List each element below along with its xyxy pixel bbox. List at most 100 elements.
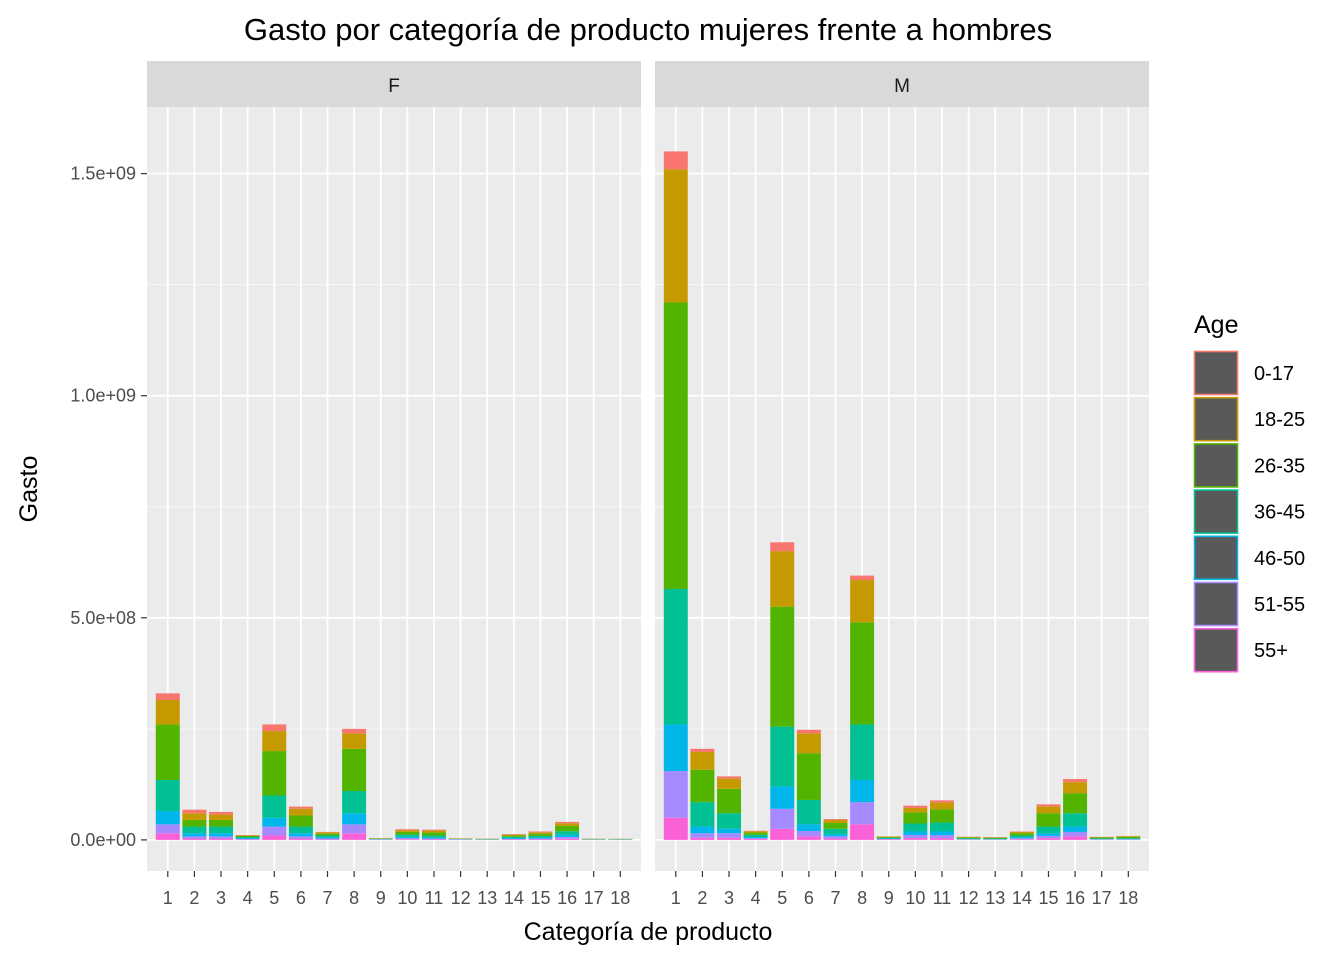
bar-m-cat4-26-35 <box>743 832 768 835</box>
bar-f-cat16-26-35 <box>555 825 580 832</box>
bar-f-cat15-46-50 <box>528 837 553 839</box>
bar-m-cat14-36-45 <box>1009 835 1034 838</box>
panel-strip <box>655 61 1149 107</box>
bar-m-cat2-36-45 <box>690 802 715 827</box>
x-tick-label: 14 <box>1012 888 1032 908</box>
bar-m-cat6-36-45 <box>796 799 821 825</box>
bar-f-cat5-26-35 <box>262 751 287 796</box>
legend-key-46-50 <box>1193 535 1239 581</box>
bar-f-cat15-36-45 <box>528 835 553 838</box>
x-tick-label: 9 <box>376 888 386 908</box>
bar-f-cat3-46-50 <box>209 833 233 837</box>
legend-label: 18-25 <box>1254 409 1305 431</box>
x-tick-label: 5 <box>269 888 279 908</box>
bar-f-cat6-18-25 <box>288 808 313 816</box>
bar-f-cat16-46-50 <box>555 834 580 838</box>
x-tick-label: 6 <box>804 888 814 908</box>
bar-m-cat12-36-45 <box>956 838 981 839</box>
bar-f-cat7-18-25 <box>315 832 340 834</box>
bar-f-cat2-51-55 <box>182 836 207 839</box>
strip-label-f: F <box>388 76 400 97</box>
bar-f-cat11-26-35 <box>422 832 446 836</box>
bar-m-cat16-26-35 <box>1063 793 1088 814</box>
bar-f-cat2-18-25 <box>182 813 207 820</box>
x-tick-label: 8 <box>857 888 867 908</box>
bar-m-cat17-26-35 <box>1089 837 1114 839</box>
bar-m-cat11-51-55 <box>930 835 954 839</box>
legend-title: Age <box>1194 311 1238 339</box>
x-tick-label: 6 <box>296 888 306 908</box>
bar-f-cat3-51-55 <box>209 836 233 839</box>
panel-background <box>655 107 1149 871</box>
bar-f-cat7-51-55 <box>315 838 340 840</box>
bar-m-cat13-26-35 <box>983 837 1008 839</box>
bar-m-cat5-55+ <box>770 828 795 840</box>
bar-m-cat14-18-25 <box>1009 831 1034 834</box>
bar-m-cat13-36-45 <box>983 838 1008 840</box>
x-tick-label: 11 <box>425 888 444 908</box>
bar-m-cat6-0-17 <box>796 729 821 734</box>
bar-f-cat16-36-45 <box>555 831 580 835</box>
bar-m-cat10-51-55 <box>903 835 928 839</box>
x-tick-label: 12 <box>451 888 471 908</box>
bar-m-cat1-51-55 <box>663 771 688 818</box>
bar-m-cat11-46-50 <box>930 831 954 836</box>
bar-m-cat3-55+ <box>717 837 741 840</box>
x-tick-label: 2 <box>697 888 707 908</box>
bar-f-cat11-36-45 <box>422 835 446 838</box>
bar-m-cat7-26-35 <box>823 823 848 829</box>
bar-f-cat1-51-55 <box>155 824 180 834</box>
bar-m-cat1-0-17 <box>663 151 688 170</box>
bar-f-cat16-51-55 <box>555 837 580 839</box>
bar-f-cat15-0-17 <box>528 831 553 833</box>
bar-m-cat6-26-35 <box>796 753 821 800</box>
bar-m-cat8-36-45 <box>850 724 875 780</box>
x-tick-label: 7 <box>830 888 840 908</box>
bar-m-cat3-18-25 <box>717 778 741 789</box>
bar-m-cat6-18-25 <box>796 733 821 754</box>
bar-f-cat15-18-25 <box>528 832 553 834</box>
bar-f-cat4-46-50 <box>235 838 260 840</box>
bar-f-cat10-36-45 <box>395 834 420 837</box>
legend-label: 0-17 <box>1254 363 1294 385</box>
bar-m-cat10-46-50 <box>903 831 928 836</box>
x-tick-label: 14 <box>504 888 524 908</box>
bar-f-cat5-0-17 <box>262 724 287 732</box>
bar-m-cat11-36-45 <box>930 822 954 832</box>
bar-f-cat10-55+ <box>395 839 420 840</box>
bar-f-cat3-18-25 <box>209 814 233 820</box>
bar-m-cat2-18-25 <box>690 751 715 770</box>
legend-key-55+ <box>1193 627 1239 673</box>
bar-m-cat8-51-55 <box>850 802 875 825</box>
bar-m-cat14-46-50 <box>1009 837 1034 839</box>
x-tick-label: 4 <box>243 888 253 908</box>
bar-m-cat9-36-45 <box>876 837 901 839</box>
bar-f-cat8-36-45 <box>342 791 367 814</box>
bar-m-cat7-46-50 <box>823 834 848 837</box>
bar-f-cat14-46-50 <box>501 838 526 840</box>
x-tick-label: 13 <box>477 888 497 908</box>
bar-m-cat11-0-17 <box>930 800 954 803</box>
x-tick-label: 9 <box>884 888 894 908</box>
legend-label: 46-50 <box>1254 548 1305 570</box>
bar-m-cat9-26-35 <box>876 837 901 838</box>
bar-m-cat7-36-45 <box>823 828 848 835</box>
bar-f-cat15-26-35 <box>528 833 553 836</box>
bar-f-cat1-26-35 <box>155 724 180 780</box>
bar-m-cat8-18-25 <box>850 580 875 623</box>
legend-key-36-45 <box>1193 489 1239 534</box>
bar-m-cat15-51-55 <box>1036 835 1061 839</box>
bar-m-cat16-55+ <box>1063 836 1088 840</box>
x-tick-label: 5 <box>777 888 787 908</box>
x-tick-label: 1 <box>671 888 681 908</box>
bar-f-cat5-36-45 <box>262 795 287 818</box>
x-tick-label: 2 <box>189 888 199 908</box>
x-tick-label: 13 <box>985 888 1005 908</box>
bar-f-cat5-18-25 <box>262 731 287 752</box>
x-ticks: 1 2 3 4 5 6 7 8 9 10 11 12 13 14 15 16 17 18 <box>671 871 1138 908</box>
bar-f-cat6-36-45 <box>288 826 313 834</box>
x-tick-label: 17 <box>1092 888 1112 908</box>
bar-f-cat8-51-55 <box>342 824 367 834</box>
legend-label: 36-45 <box>1254 502 1305 524</box>
bar-f-cat5-46-50 <box>262 817 287 827</box>
